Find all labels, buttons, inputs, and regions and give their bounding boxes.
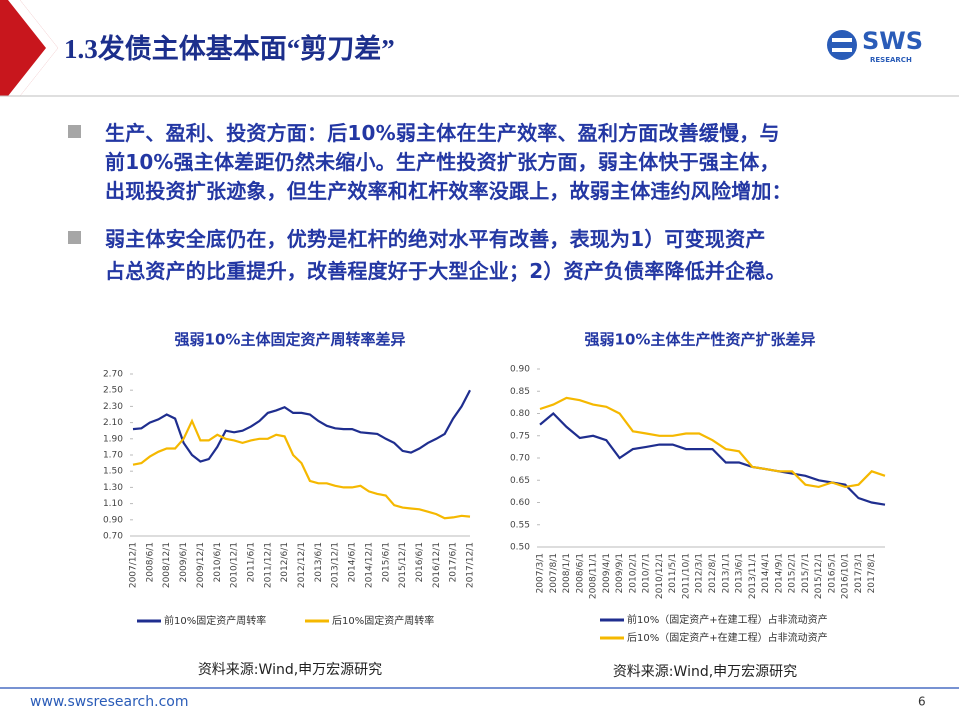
- y-tick-label: 2.10: [103, 418, 123, 428]
- y-tick-label: 1.90: [103, 434, 123, 444]
- x-tick-label: 2012/6/1: [280, 542, 290, 582]
- y-tick-label: 0.90: [103, 515, 123, 525]
- footer-url: www.swsresearch.com: [30, 694, 188, 710]
- y-tick-label: 0.70: [510, 454, 530, 464]
- source-note: 资料来源:Wind,申万宏源研究: [198, 662, 382, 678]
- chart-title: 强弱10%主体固定资产周转率差异: [175, 331, 406, 349]
- y-tick-label: 0.65: [510, 476, 530, 486]
- x-tick-label: 2013/11/1: [748, 553, 758, 599]
- y-tick-label: 0.50: [510, 543, 530, 553]
- bullet-marker: [68, 231, 81, 244]
- x-tick-label: 2017/6/1: [449, 542, 459, 582]
- x-tick-label: 2009/12/1: [196, 542, 206, 588]
- y-tick-label: 1.50: [103, 467, 123, 477]
- x-tick-label: 2012/12/1: [297, 542, 307, 588]
- series-line: [132, 418, 471, 520]
- bullet-line: 弱主体安全底仍在，优势是杠杆的绝对水平有改善，表现为1）可变现资产: [105, 227, 766, 251]
- bullet-line: 前10%强主体差距仍然未缩小。生产性投资扩张方面，弱主体快于强主体，: [105, 150, 780, 174]
- x-tick-label: 2011/5/1: [668, 553, 678, 593]
- bullet-marker: [68, 125, 81, 138]
- x-tick-label: 2015/12/1: [814, 553, 824, 599]
- logo-icon-stripe: [832, 38, 852, 42]
- x-tick-label: 2007/12/1: [129, 542, 139, 588]
- bullet-line: 出现投资扩张迹象，但生产效率和杠杆效率没跟上，故弱主体违约风险增加：: [105, 179, 792, 203]
- x-tick-label: 2016/10/1: [841, 553, 851, 599]
- x-tick-label: 2017/8/1: [867, 553, 877, 593]
- x-tick-label: 2010/6/1: [213, 542, 223, 582]
- y-tick-label: 1.10: [103, 499, 123, 509]
- legend-label: 后10%固定资产周转率: [332, 614, 434, 627]
- bullet-line: 生产、盈利、投资方面：后10%弱主体在生产效率、盈利方面改善缓慢，与: [105, 121, 780, 145]
- x-tick-label: 2013/6/1: [735, 553, 745, 593]
- x-tick-label: 2014/9/1: [774, 553, 784, 593]
- x-tick-label: 2008/6/1: [575, 553, 585, 593]
- slide-title: 1.3发债主体基本面“剪刀差”: [64, 33, 395, 64]
- source-note: 资料来源:Wind,申万宏源研究: [613, 664, 797, 680]
- logo-icon: [827, 30, 857, 60]
- y-tick-label: 0.70: [103, 532, 123, 542]
- x-tick-label: 2007/3/1: [536, 553, 546, 593]
- x-tick-label: 2013/12/1: [331, 542, 341, 588]
- bullet-line: 占总资产的比重提升，改善程度好于大型企业；2）资产负债率降低并企稳。: [105, 259, 786, 283]
- x-tick-label: 2009/4/1: [602, 553, 612, 593]
- legend-label: 后10%（固定资产+在建工程）占非流动资产: [627, 631, 828, 644]
- series-line: [539, 412, 886, 506]
- header-accent: [0, 0, 58, 96]
- x-tick-label: 2007/8/1: [549, 553, 559, 593]
- x-tick-label: 2016/5/1: [827, 553, 837, 593]
- x-tick-label: 2013/1/1: [721, 553, 731, 593]
- y-tick-label: 1.70: [103, 451, 123, 461]
- x-tick-label: 2015/2/1: [788, 553, 798, 593]
- logo-text: SWS: [862, 27, 923, 55]
- x-tick-label: 2008/1/1: [562, 553, 572, 593]
- x-tick-label: 2014/4/1: [761, 553, 771, 593]
- y-tick-label: 1.30: [103, 483, 123, 493]
- x-tick-label: 2015/6/1: [381, 542, 391, 582]
- legend-label: 前10%固定资产周转率: [164, 614, 266, 627]
- y-tick-label: 0.60: [510, 498, 530, 508]
- x-tick-label: 2009/6/1: [179, 542, 189, 582]
- x-tick-label: 2013/6/1: [314, 542, 324, 582]
- x-tick-label: 2014/6/1: [348, 542, 358, 582]
- header-accent-inner: [8, 0, 58, 96]
- y-tick-label: 0.55: [510, 520, 530, 530]
- logo-icon-stripe: [832, 48, 852, 52]
- x-tick-label: 2015/12/1: [398, 542, 408, 588]
- x-tick-label: 2017/3/1: [854, 553, 864, 593]
- x-tick-label: 2011/12/1: [263, 542, 273, 588]
- x-tick-label: 2008/6/1: [145, 542, 155, 582]
- legend-label: 前10%（固定资产+在建工程）占非流动资产: [627, 613, 828, 626]
- x-tick-label: 2009/9/1: [615, 553, 625, 593]
- y-tick-label: 0.90: [510, 365, 530, 375]
- x-tick-label: 2010/7/1: [642, 553, 652, 593]
- x-tick-label: 2011/6/1: [246, 542, 256, 582]
- x-tick-label: 2010/12/1: [655, 553, 665, 599]
- x-tick-label: 2008/12/1: [162, 542, 172, 588]
- x-tick-label: 2017/12/1: [466, 542, 476, 588]
- x-tick-label: 2016/12/1: [432, 542, 442, 588]
- x-tick-label: 2016/6/1: [415, 542, 425, 582]
- x-tick-label: 2010/2/1: [628, 553, 638, 593]
- page-number: 6: [918, 695, 926, 709]
- logo-subtext: RESEARCH: [870, 56, 912, 64]
- x-tick-label: 2011/10/1: [681, 553, 691, 599]
- series-line: [132, 389, 471, 463]
- y-tick-label: 0.80: [510, 409, 530, 419]
- y-tick-label: 2.50: [103, 386, 123, 396]
- x-tick-label: 2015/7/1: [801, 553, 811, 593]
- y-tick-label: 2.70: [103, 370, 123, 380]
- y-tick-label: 0.75: [510, 431, 530, 441]
- x-tick-label: 2010/12/1: [230, 542, 240, 588]
- x-tick-label: 2012/3/1: [695, 553, 705, 593]
- y-tick-label: 0.85: [510, 387, 530, 397]
- x-tick-label: 2012/8/1: [708, 553, 718, 593]
- x-tick-label: 2014/12/1: [364, 542, 374, 588]
- chart-title: 强弱10%主体生产性资产扩张差异: [585, 331, 816, 349]
- y-tick-label: 2.30: [103, 402, 123, 412]
- series-line: [539, 396, 886, 489]
- x-tick-label: 2008/11/1: [589, 553, 599, 599]
